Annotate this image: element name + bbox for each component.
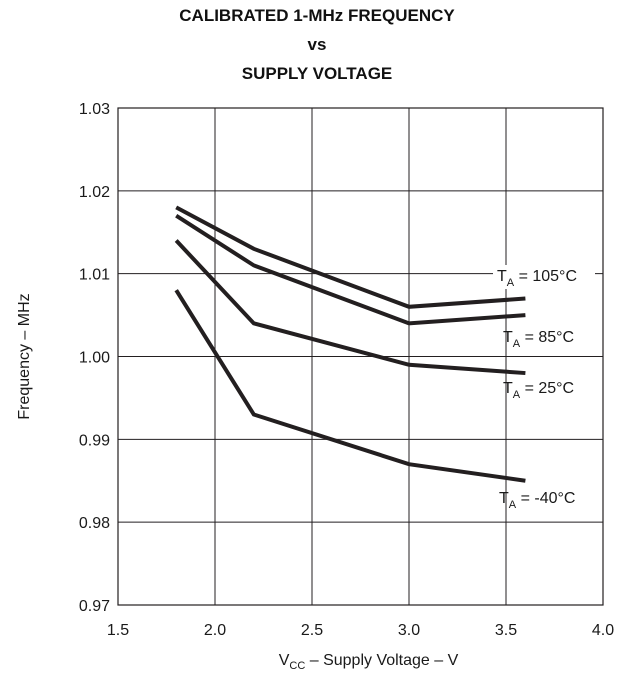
series-line bbox=[175, 205, 526, 309]
y-tick-label: 0.98 bbox=[79, 515, 110, 532]
x-tick-labels: 1.5 2.0 2.5 3.0 3.5 4.0 bbox=[107, 622, 614, 639]
series-label-group: TA = 85°C bbox=[503, 329, 574, 350]
series-line bbox=[174, 289, 526, 483]
y-tick-label: 1.00 bbox=[79, 350, 110, 367]
plot-frame bbox=[117, 107, 604, 606]
series-label-group: TA = -40°C bbox=[499, 490, 575, 511]
chart-title-block: CALIBRATED 1-MHz FREQUENCY vs SUPPLY VOL… bbox=[0, 0, 634, 92]
y-tick-label: 1.01 bbox=[79, 267, 110, 284]
series-label: TA = 85°C bbox=[503, 329, 574, 350]
y-tick-label: 0.99 bbox=[79, 432, 110, 449]
chart-title: CALIBRATED 1-MHz FREQUENCY bbox=[179, 6, 455, 25]
y-tick-label: 0.97 bbox=[79, 598, 110, 615]
series-label-background bbox=[493, 265, 595, 289]
series-labels: TA = 105°C TA = 85°C TA = 25°C TA = -40°C bbox=[493, 265, 595, 511]
series-label-group: TA = 25°C bbox=[503, 380, 574, 401]
chart-subtitle: SUPPLY VOLTAGE bbox=[241, 64, 393, 83]
x-axis-label-sub: CC bbox=[289, 660, 305, 672]
x-tick-label: 2.0 bbox=[204, 622, 226, 639]
series-label: TA = 25°C bbox=[503, 380, 574, 401]
x-axis-label-rest: – Supply Voltage – V bbox=[305, 652, 458, 669]
y-axis-label: Frequency – MHz bbox=[16, 293, 33, 419]
series-label: TA = 105°C bbox=[497, 268, 577, 289]
series-line bbox=[175, 213, 526, 326]
series-label: TA = -40°C bbox=[499, 490, 575, 511]
grid-lines bbox=[117, 107, 604, 606]
x-axis-label-main: V bbox=[279, 652, 290, 669]
series-line bbox=[174, 239, 526, 376]
x-tick-label: 2.5 bbox=[301, 622, 323, 639]
x-tick-label: 4.0 bbox=[592, 622, 614, 639]
x-axis-label: VCC – Supply Voltage – V bbox=[279, 652, 459, 672]
y-tick-labels: 0.97 0.98 0.99 1.00 1.01 1.02 1.03 bbox=[79, 101, 110, 615]
series-label-group: TA = 105°C bbox=[493, 265, 595, 289]
chart-title-vs: vs bbox=[307, 35, 327, 54]
y-tick-label: 1.03 bbox=[79, 101, 110, 118]
x-tick-label: 3.0 bbox=[398, 622, 420, 639]
y-tick-label: 1.02 bbox=[79, 184, 110, 201]
x-tick-label: 1.5 bbox=[107, 622, 129, 639]
series-lines bbox=[174, 205, 526, 483]
x-tick-label: 3.5 bbox=[495, 622, 517, 639]
